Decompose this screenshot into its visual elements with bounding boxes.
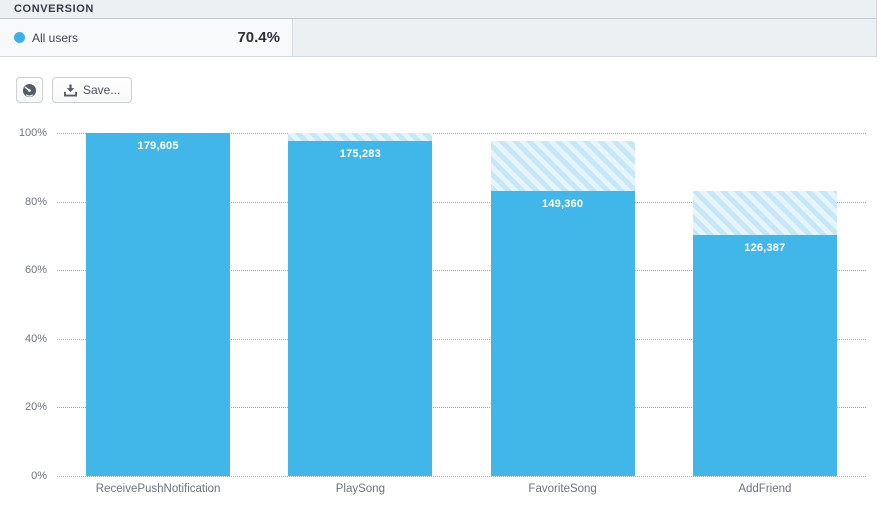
y-axis-tick-label: 20% xyxy=(24,401,47,414)
gridline xyxy=(57,270,866,272)
y-axis-tick-label: 80% xyxy=(24,195,47,208)
y-axis-tick-label: 100% xyxy=(18,127,47,139)
bar-value-label: 175,283 xyxy=(339,148,381,161)
x-axis-category-label: AddFriend xyxy=(738,483,792,495)
save-button-label: Save... xyxy=(83,83,121,97)
bar-value-label: 149,360 xyxy=(542,197,584,210)
funnel-bar[interactable]: 126,387 xyxy=(692,234,837,476)
legend-row: All users 70.4% xyxy=(0,19,876,57)
gridline xyxy=(57,338,866,340)
gridline xyxy=(57,201,866,203)
y-axis-tick-label: 40% xyxy=(24,332,47,345)
bar-value-label: 126,387 xyxy=(744,241,786,254)
funnel-bar[interactable]: 175,283 xyxy=(288,141,433,476)
conversion-title-row: CONVERSION xyxy=(0,0,876,19)
x-axis-category-label: ReceivePushNotification xyxy=(95,483,221,495)
funnel-dropoff-segment[interactable] xyxy=(692,190,837,235)
y-axis-tick-label: 60% xyxy=(24,264,47,277)
panel-title: CONVERSION xyxy=(14,3,94,15)
save-button[interactable]: Save... xyxy=(52,77,133,103)
gridline xyxy=(57,133,866,134)
funnel-bar[interactable]: 179,605 xyxy=(86,133,231,476)
series-label: All users xyxy=(32,30,79,45)
gauge-icon xyxy=(22,83,37,98)
x-axis-category-label: PlaySong xyxy=(335,483,385,495)
download-icon xyxy=(64,83,77,97)
gridline xyxy=(57,407,866,409)
funnel-chart: 179,605 175,283 149,360 126,387 0% 20% 40% 60%… xyxy=(0,115,881,511)
funnel-dropoff-segment[interactable] xyxy=(288,133,433,142)
panel-header: CONVERSION All users 70.4% xyxy=(0,0,877,57)
y-axis-tick-label: 0% xyxy=(31,470,47,482)
overall-conversion-rate: 70.4% xyxy=(237,29,280,46)
funnel-dropoff-segment[interactable] xyxy=(490,141,635,191)
funnel-bar[interactable]: 149,360 xyxy=(490,190,635,476)
chart-toolbar: Save... xyxy=(16,77,133,103)
plot-area: 179,605 175,283 149,360 126,387 xyxy=(57,133,866,477)
bar-value-label: 179,605 xyxy=(137,140,179,152)
legend-cell[interactable]: All users 70.4% xyxy=(0,19,293,56)
x-axis-category-label: FavoriteSong xyxy=(528,483,597,495)
legend-row-filler xyxy=(293,19,876,56)
series-color-dot-icon xyxy=(14,32,25,43)
add-to-dashboard-button[interactable] xyxy=(16,77,43,103)
gridline xyxy=(57,476,866,477)
